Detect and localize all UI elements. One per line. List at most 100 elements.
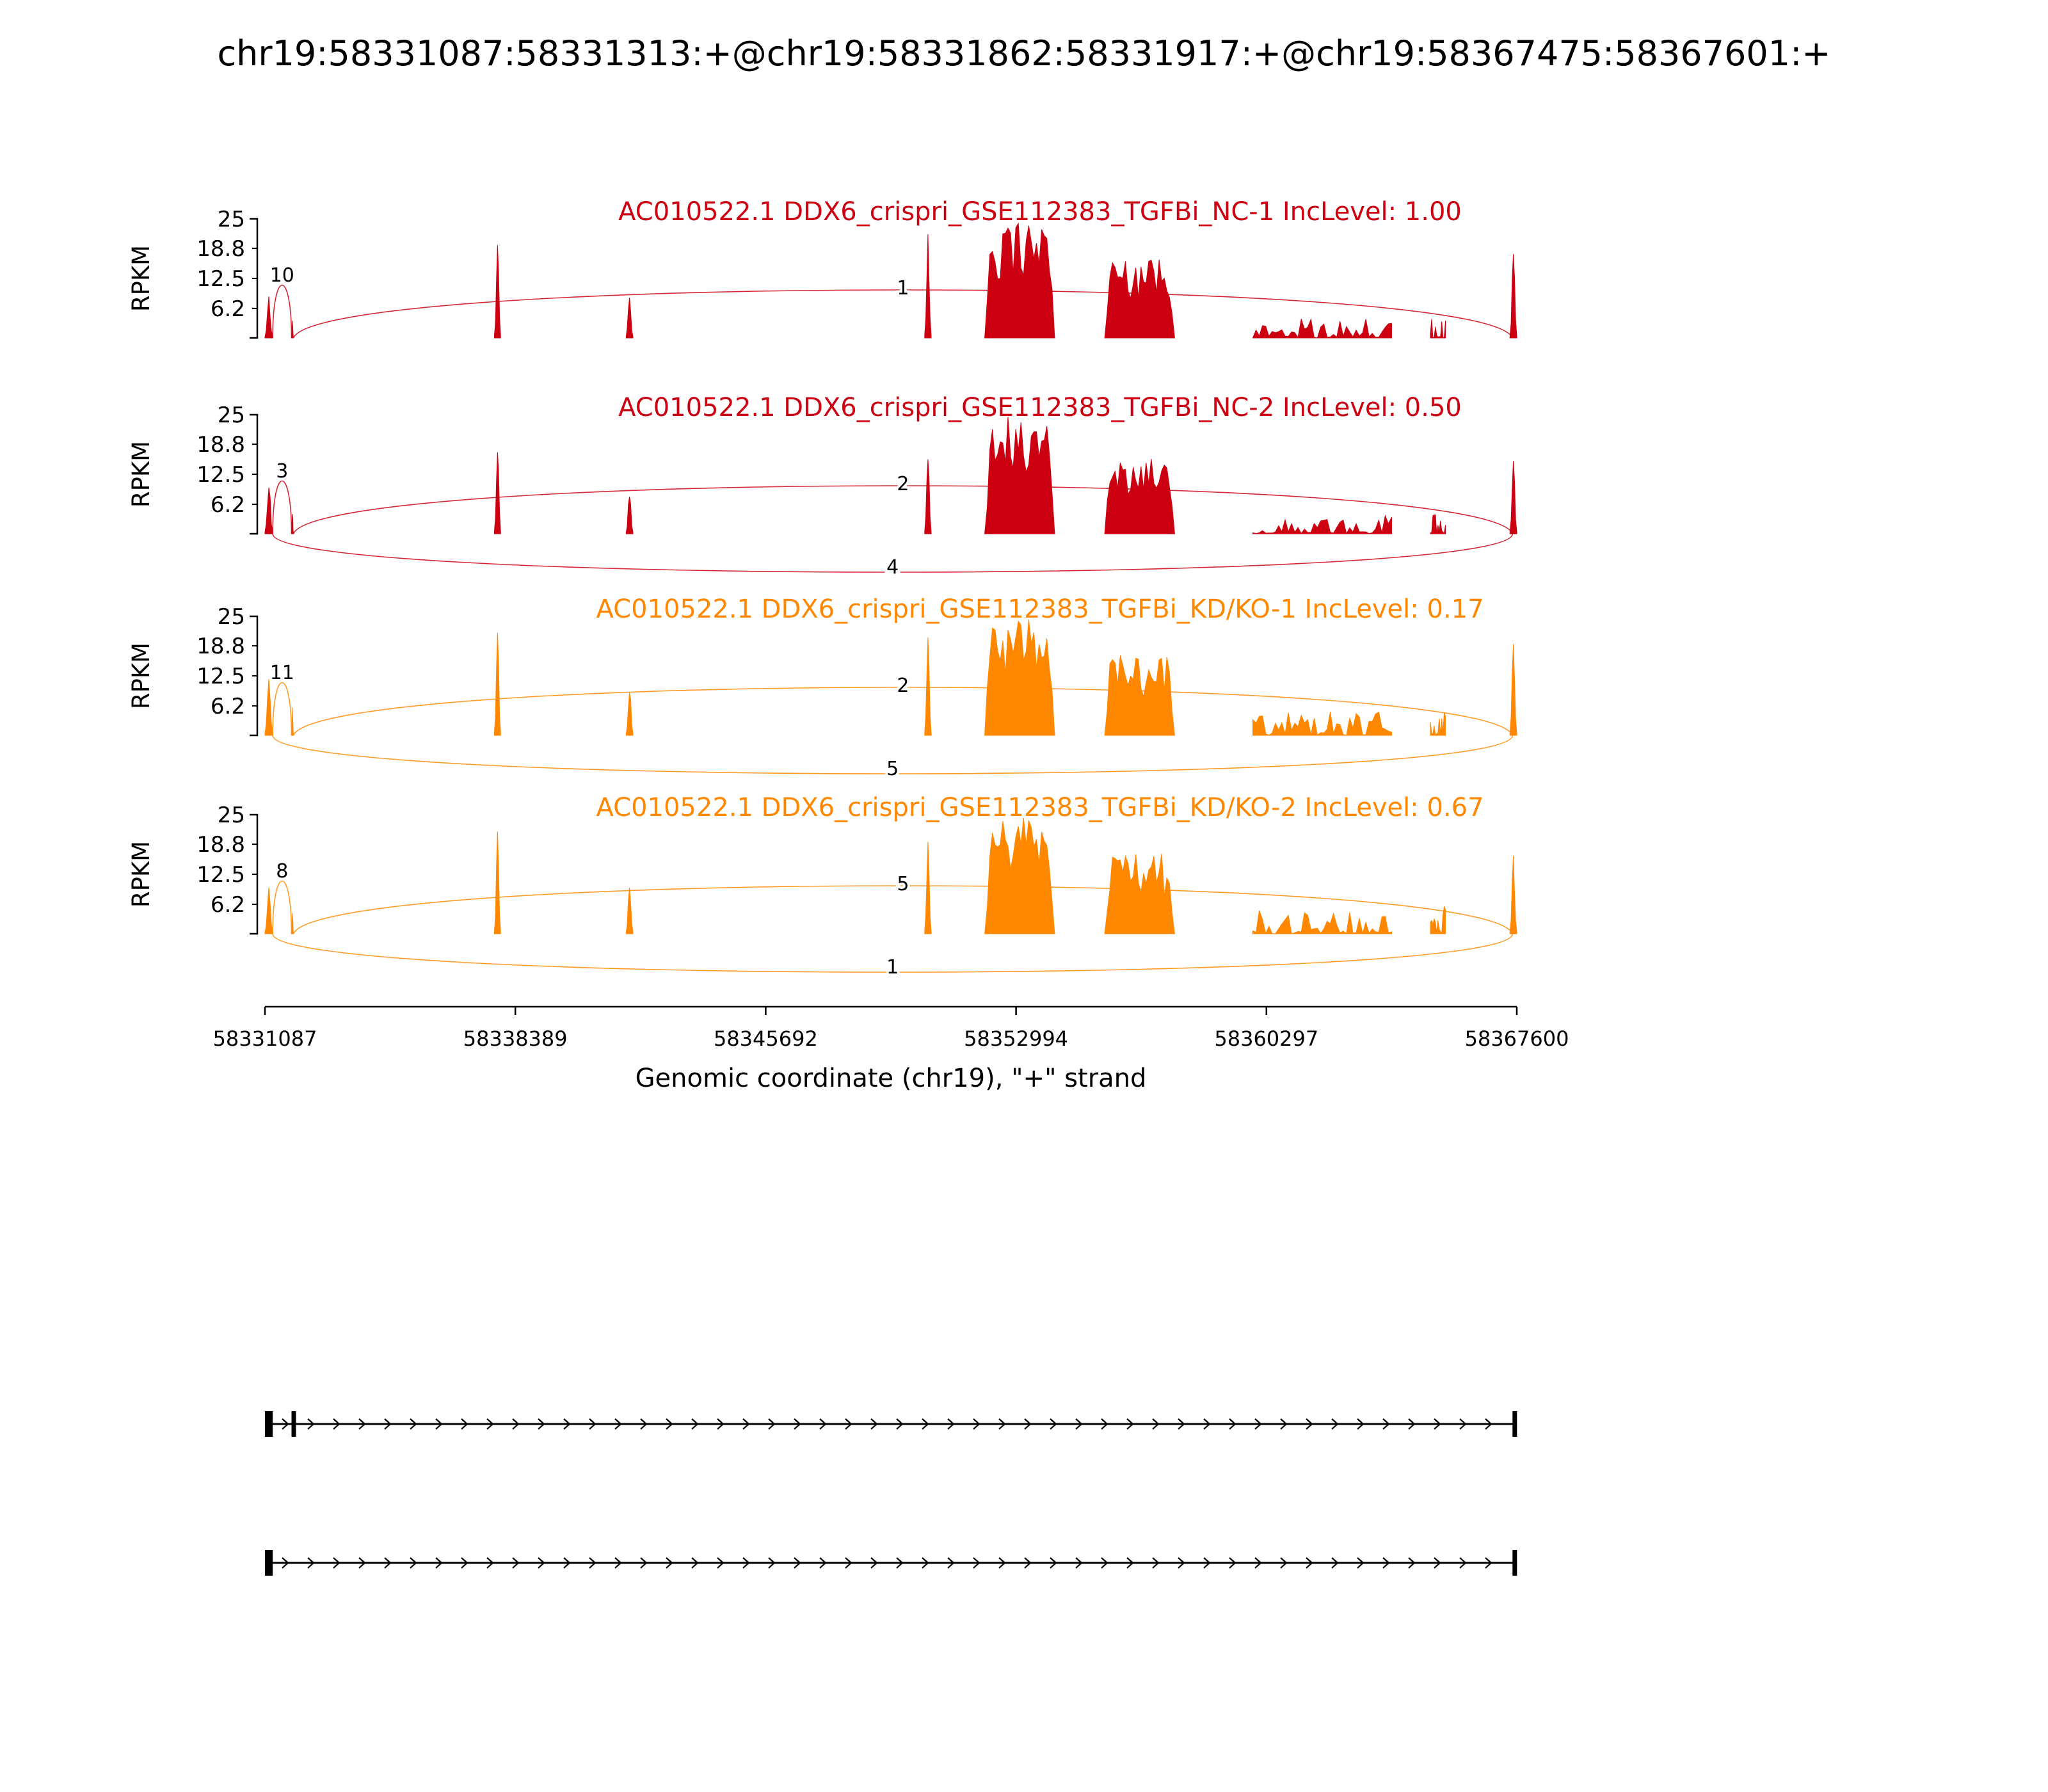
strand-arrow-icon xyxy=(998,1557,1006,1569)
strand-arrow-icon xyxy=(435,1418,443,1430)
coverage-block xyxy=(984,817,1055,934)
strand-arrow-icon xyxy=(1152,1418,1160,1430)
coverage-noise xyxy=(1252,910,1392,935)
junction-arc xyxy=(292,485,1514,534)
strand-arrow-icon xyxy=(410,1557,417,1569)
junction-count-label: 2 xyxy=(897,675,909,697)
strand-arrow-icon xyxy=(1203,1418,1211,1430)
strand-arrow-icon xyxy=(282,1418,289,1430)
coverage-block xyxy=(984,222,1055,339)
strand-arrow-icon xyxy=(691,1557,699,1569)
y-tick-label: 6.2 xyxy=(211,296,245,322)
strand-arrow-icon xyxy=(384,1557,392,1569)
junction-count-label: 5 xyxy=(886,758,899,780)
strand-arrow-icon xyxy=(1408,1418,1416,1430)
strand-arrow-icon xyxy=(1024,1557,1032,1569)
exon xyxy=(291,1411,296,1437)
y-tick-label: 18.8 xyxy=(196,432,245,458)
strand-arrow-icon xyxy=(384,1418,392,1430)
x-axis: 58331087 58338389 58345692 58352994 58360297… xyxy=(213,1005,1569,1051)
strand-arrow-icon xyxy=(1075,1557,1083,1569)
junction-count-label: 11 xyxy=(270,662,294,684)
junction-arc xyxy=(292,885,1514,934)
coverage-spike xyxy=(625,497,634,534)
strand-arrow-icon xyxy=(666,1557,673,1569)
strand-arrow-icon xyxy=(845,1418,852,1430)
figure-title: chr19:58331087:58331313:+@chr19:58331862… xyxy=(217,33,1831,74)
strand-arrow-icon xyxy=(819,1557,827,1569)
strand-arrow-icon xyxy=(947,1557,955,1569)
strand-arrow-icon xyxy=(922,1418,929,1430)
strand-arrow-icon xyxy=(1382,1418,1390,1430)
coverage-block xyxy=(984,417,1055,534)
junction-arc xyxy=(292,687,1514,736)
y-tick-label: 12.5 xyxy=(196,266,245,292)
strand-arrow-icon xyxy=(1126,1418,1134,1430)
strand-arrow-icon xyxy=(1408,1557,1416,1569)
strand-arrow-icon xyxy=(1485,1557,1492,1569)
track-title-nc2: AC010522.1 DDX6_crispri_GSE112383_TGFBi_… xyxy=(618,393,1462,422)
strand-arrow-icon xyxy=(717,1557,724,1569)
y-tick-label: 25 xyxy=(218,207,245,232)
strand-arrow-icon xyxy=(1254,1418,1262,1430)
strand-arrow-icon xyxy=(282,1557,289,1569)
coverage-spike xyxy=(625,692,634,736)
junction-arc xyxy=(272,933,1514,973)
y-tick-label: 18.8 xyxy=(196,634,245,659)
strand-arrow-icon xyxy=(742,1557,750,1569)
coverage-noise xyxy=(1252,711,1392,736)
junction-arc xyxy=(272,682,292,736)
exon xyxy=(265,1411,273,1437)
x-axis-label: Genomic coordinate (chr19), "+" strand xyxy=(635,1064,1147,1093)
strand-arrow-icon xyxy=(358,1557,366,1569)
strand-arrow-icon xyxy=(1075,1418,1083,1430)
strand-arrow-icon xyxy=(307,1418,315,1430)
strand-arrow-icon xyxy=(333,1418,340,1430)
junction-arc xyxy=(272,880,292,934)
coverage-noise xyxy=(1252,318,1392,339)
coverage-spike xyxy=(1509,253,1517,339)
strand-arrow-icon xyxy=(1178,1418,1185,1430)
strand-arrow-icon xyxy=(1280,1418,1288,1430)
coverage-noise xyxy=(1430,906,1446,934)
strand-arrow-icon xyxy=(1178,1557,1185,1569)
strand-arrow-icon xyxy=(1331,1418,1339,1430)
strand-arrow-icon xyxy=(1050,1557,1057,1569)
strand-arrow-icon xyxy=(947,1418,955,1430)
coverage-spike xyxy=(924,842,932,934)
strand-arrow-icon xyxy=(410,1418,417,1430)
strand-arrow-icon xyxy=(1152,1557,1160,1569)
track-title-nc1: AC010522.1 DDX6_crispri_GSE112383_TGFBi_… xyxy=(618,197,1462,227)
strand-arrow-icon xyxy=(922,1557,929,1569)
coverage-spike xyxy=(924,637,932,736)
strand-arrow-icon xyxy=(538,1418,545,1430)
strand-arrow-icon xyxy=(589,1557,596,1569)
strand-arrow-icon xyxy=(1101,1418,1108,1430)
strand-arrow-icon xyxy=(845,1557,852,1569)
coverage-spike xyxy=(1509,461,1517,534)
strand-arrow-icon xyxy=(589,1418,596,1430)
junction-count-label: 1 xyxy=(897,277,909,300)
coverage-block xyxy=(1104,459,1175,534)
junction-count-label: 4 xyxy=(886,556,899,579)
y-tick-label: 6.2 xyxy=(211,694,245,719)
exon xyxy=(1512,1411,1517,1437)
coverage-spike xyxy=(264,296,273,339)
y-tick-label: 12.5 xyxy=(196,862,245,888)
junction-count-label: 3 xyxy=(276,460,288,483)
strand-arrow-icon xyxy=(538,1557,545,1569)
coverage-noise xyxy=(1430,319,1446,339)
strand-arrow-icon xyxy=(358,1418,366,1430)
strand-arrow-icon xyxy=(1459,1418,1467,1430)
junction-arc xyxy=(272,735,1514,774)
track-title-kd2: AC010522.1 DDX6_crispri_GSE112383_TGFBi_… xyxy=(596,793,1484,822)
coverage-spike xyxy=(1509,644,1517,736)
y-tick-label: 25 xyxy=(218,604,245,630)
strand-arrow-icon xyxy=(435,1557,443,1569)
strand-arrow-icon xyxy=(1126,1557,1134,1569)
junction-count-label: 5 xyxy=(897,873,909,895)
coverage-block xyxy=(1104,655,1175,736)
y-tick-label: 12.5 xyxy=(196,664,245,689)
